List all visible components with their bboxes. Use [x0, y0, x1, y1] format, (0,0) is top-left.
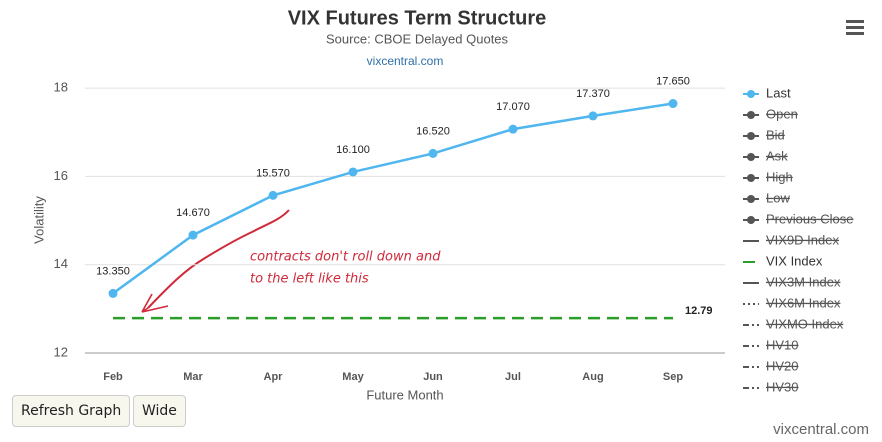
legend-label: VIX3M Index [766, 274, 841, 289]
legend-label: HV10 [766, 337, 799, 352]
point [348, 167, 358, 177]
x-tick-label: Jun [423, 371, 443, 383]
data-label: 17.370 [576, 88, 610, 100]
x-tick-label: Mar [183, 371, 203, 383]
x-axis-label: Future Month [366, 387, 443, 402]
data-label: 14.670 [176, 207, 210, 219]
point [668, 99, 678, 109]
x-tick-label: Feb [103, 371, 123, 383]
y-tick-label: 16 [54, 168, 68, 183]
legend-marker [747, 195, 755, 203]
point [508, 124, 518, 134]
data-label: 16.100 [336, 144, 370, 156]
y-tick-label: 12 [54, 344, 68, 359]
credit: vixcentral.com [773, 421, 869, 438]
y-axis-label: Volatility [31, 196, 46, 244]
annotation: contracts don't roll down and to the lef… [250, 250, 441, 287]
legend-label: VIX9D Index [766, 232, 839, 247]
chart-subtitle: Source: CBOE Delayed Quotes [326, 31, 509, 46]
legend-marker [747, 153, 755, 161]
legend-marker [747, 174, 755, 182]
point [428, 148, 438, 158]
x-tick-label: Sep [663, 371, 683, 383]
legend-marker [747, 111, 755, 119]
y-tick-label: 18 [54, 80, 68, 95]
annotation-scribble [147, 209, 290, 309]
level-label: 12.79 [685, 305, 713, 317]
data-label: 17.070 [496, 101, 530, 113]
annotation-line: to the left like this [250, 272, 369, 287]
point [188, 230, 198, 240]
point [588, 111, 598, 121]
legend-marker [747, 90, 755, 98]
legend-label: High [766, 169, 793, 184]
legend-label: HV20 [766, 358, 799, 373]
legend-marker [747, 132, 755, 140]
credit-link[interactable]: vixcentral.com [367, 54, 444, 68]
button[interactable]: Wide [133, 395, 186, 427]
legend-label: VIXMO Index [766, 316, 844, 331]
legend-label: Low [766, 190, 790, 205]
y-tick-label: 14 [54, 256, 68, 271]
annotation-line: contracts don't roll down and [250, 250, 441, 265]
annotation-arrow [141, 293, 169, 313]
series-line [112, 102, 674, 295]
legend-label: Bid [766, 127, 785, 142]
data-label: 15.570 [256, 167, 290, 179]
chart-title: VIX Futures Term Structure [288, 7, 547, 29]
data-label: 17.650 [656, 75, 690, 87]
legend-label: Open [766, 106, 798, 121]
x-tick-label: Aug [582, 371, 603, 383]
button[interactable]: Refresh Graph [12, 395, 131, 427]
x-tick-label: Jul [505, 371, 521, 383]
legend-label: VIX6M Index [766, 295, 841, 310]
legend-label: Last [766, 85, 791, 100]
data-label: 16.520 [416, 125, 450, 137]
x-tick-label: Apr [264, 371, 284, 383]
legend-marker [747, 216, 755, 224]
point [108, 288, 118, 298]
legend-label: Previous Close [766, 211, 853, 226]
data-label: 13.350 [96, 265, 130, 277]
menu-icon[interactable] [846, 20, 864, 35]
legend-label: HV30 [766, 379, 799, 394]
legend-label: VIX Index [766, 253, 823, 268]
point [268, 190, 278, 200]
legend-label: Ask [766, 148, 788, 163]
x-tick-label: May [342, 371, 364, 383]
